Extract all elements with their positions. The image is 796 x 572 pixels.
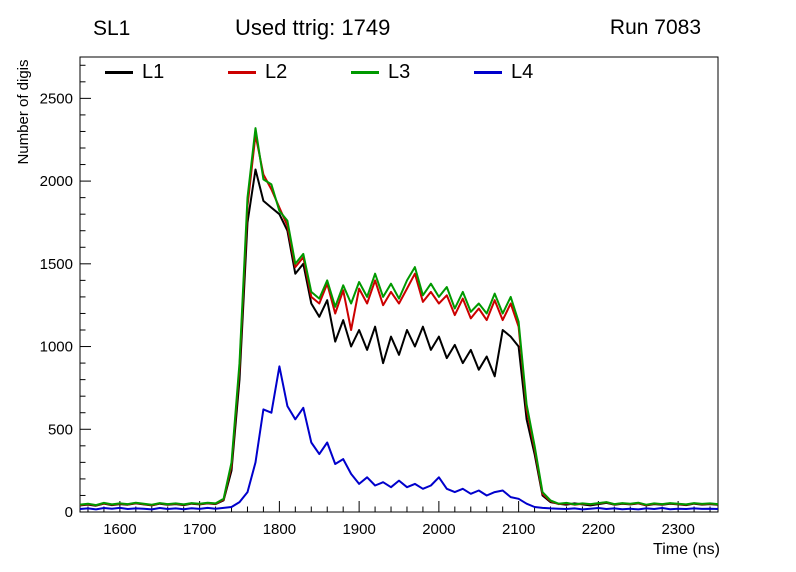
x-tick-label: 1900 bbox=[342, 521, 375, 538]
legend-line-swatch-L4 bbox=[474, 70, 502, 74]
plot-title: Used ttrig: 1749 bbox=[235, 15, 391, 40]
series-line-L2 bbox=[79, 133, 719, 507]
legend-entry-L3: L3 bbox=[351, 62, 474, 82]
y-tick-label: 1000 bbox=[40, 339, 73, 356]
y-axis: 0 500 1000 1500 2000 2500 bbox=[40, 64, 91, 521]
legend-entry-L2: L2 bbox=[228, 62, 351, 82]
x-tick-label: 2200 bbox=[582, 521, 615, 538]
x-tick-label: 2300 bbox=[661, 521, 694, 538]
pad-label-sl: SL1 bbox=[93, 17, 131, 40]
y-tick-label: 2000 bbox=[40, 173, 73, 190]
y-tick-label: 0 bbox=[65, 504, 73, 521]
plot-frame bbox=[79, 56, 719, 513]
x-tick-label: 1800 bbox=[263, 521, 296, 538]
x-tick-label: 1600 bbox=[103, 521, 136, 538]
x-tick-label: 2000 bbox=[422, 521, 455, 538]
series-line-L3 bbox=[79, 127, 719, 507]
x-axis: 1600 1700 1800 1900 2000 2100 2200 2300 bbox=[87, 501, 711, 538]
legend-line-swatch-L3 bbox=[351, 70, 379, 74]
legend-entry-L4: L4 bbox=[474, 62, 597, 82]
legend-line-swatch-L2 bbox=[228, 70, 256, 74]
run-label: Run 7083 bbox=[609, 16, 701, 39]
x-tick-label: 2100 bbox=[502, 521, 535, 538]
series-line-L4 bbox=[79, 365, 719, 511]
legend-label-L1: L1 bbox=[142, 61, 165, 83]
series-line-L1 bbox=[79, 168, 719, 507]
legend: L1 L2 L3 L4 bbox=[105, 62, 597, 82]
y-tick-label: 1500 bbox=[40, 256, 73, 273]
legend-entry-L1: L1 bbox=[105, 62, 228, 82]
x-tick-label: 1700 bbox=[183, 521, 216, 538]
x-axis-title: Time (ns) bbox=[653, 541, 720, 558]
legend-label-L4: L4 bbox=[511, 61, 534, 83]
legend-label-L3: L3 bbox=[388, 61, 411, 83]
y-tick-label: 500 bbox=[48, 421, 73, 438]
legend-label-L2: L2 bbox=[265, 61, 288, 83]
legend-line-swatch-L1 bbox=[105, 70, 133, 74]
y-axis-title: Number of digis bbox=[15, 59, 32, 165]
y-tick-label: 2500 bbox=[40, 90, 73, 107]
